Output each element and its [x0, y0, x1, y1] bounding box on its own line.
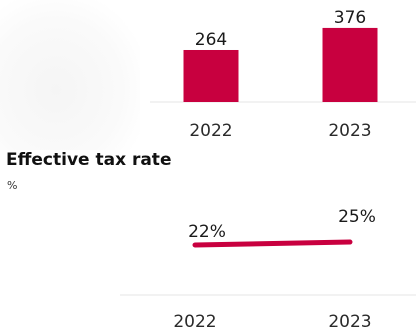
bar-x-tick-2023: 2023 — [328, 121, 371, 141]
line-x-tick-2023: 2023 — [328, 312, 371, 330]
tax-rate-unit-label: % — [7, 179, 18, 192]
bar-value-label-2022: 264 — [195, 30, 227, 50]
bar-2022 — [183, 49, 239, 102]
tax-rate-chart-title: Effective tax rate — [6, 150, 172, 170]
tax-rate-value-label-2023: 25% — [338, 207, 376, 227]
background-watermark — [0, 0, 140, 150]
bar-x-tick-2022: 2022 — [189, 121, 232, 141]
line-x-tick-2022: 2022 — [173, 312, 216, 330]
bar-value-label-2023: 376 — [334, 8, 366, 28]
tax-rate-line — [192, 239, 353, 248]
bar-2023 — [322, 27, 378, 102]
tax-rate-value-label-2022: 22% — [188, 222, 226, 242]
